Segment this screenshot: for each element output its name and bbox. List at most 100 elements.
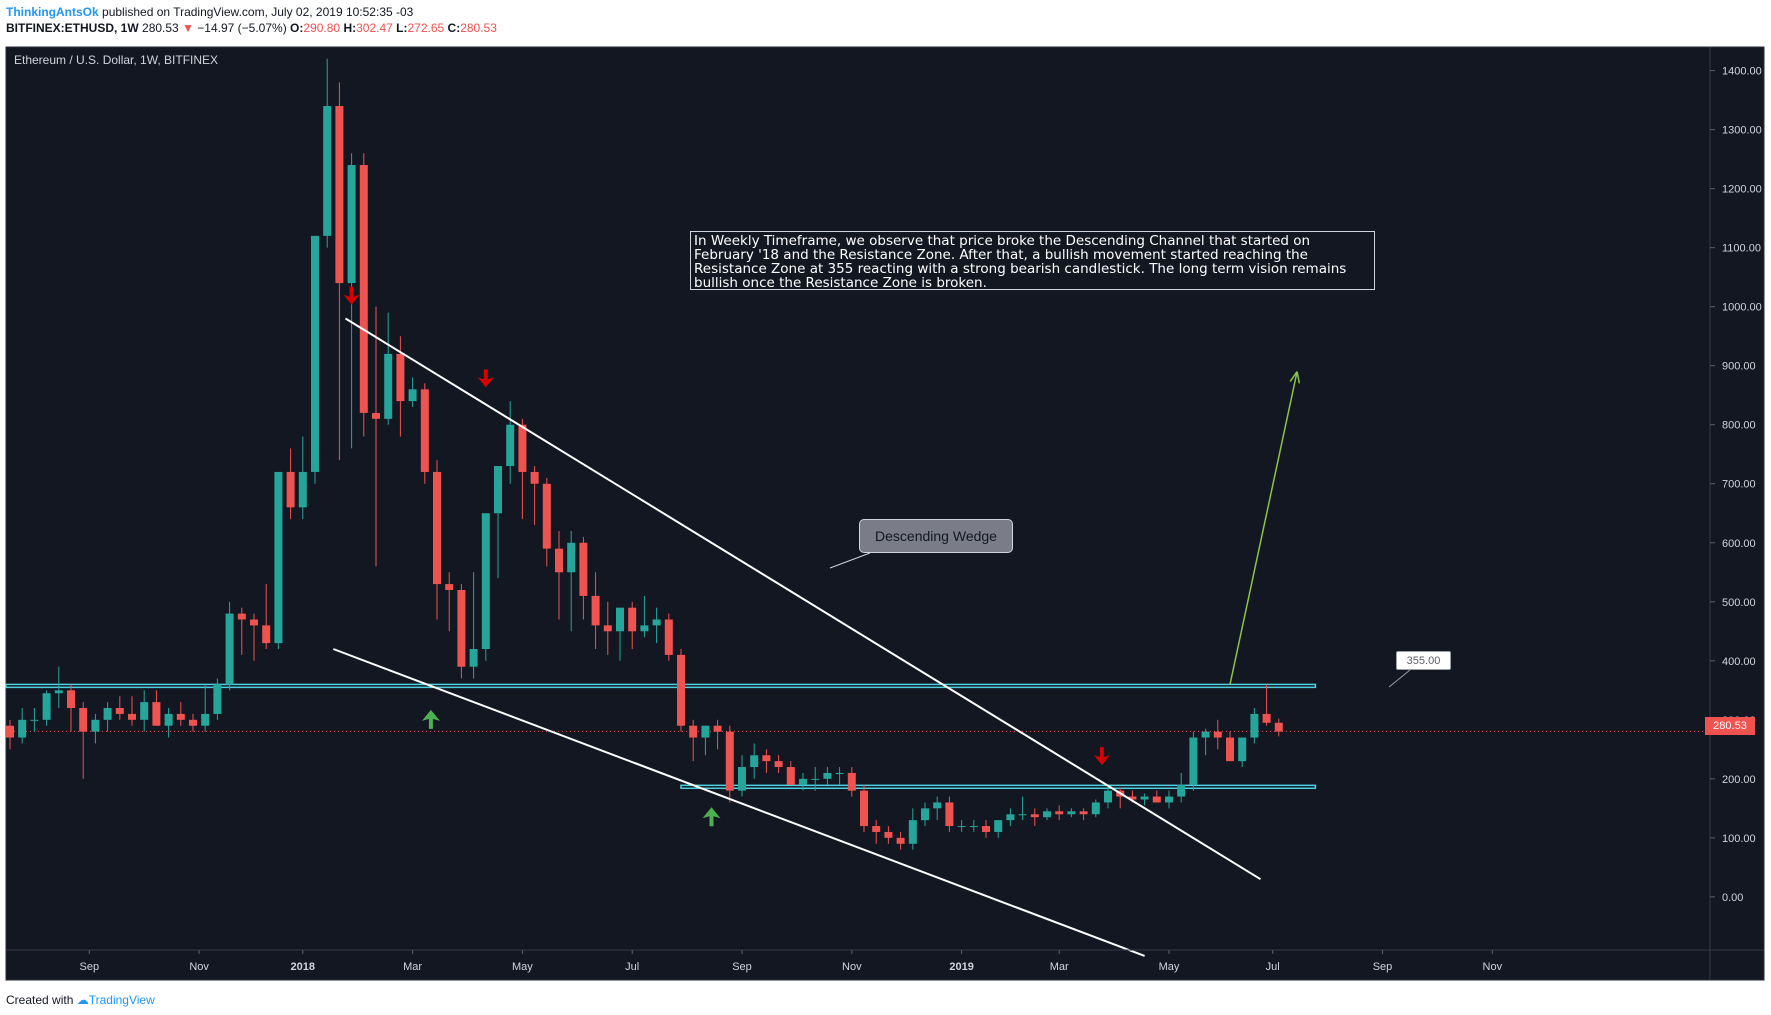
close-value: 280.53 — [460, 21, 497, 35]
candle-body — [799, 778, 807, 785]
candle-body — [689, 725, 698, 738]
candle-body — [311, 235, 319, 472]
tradingview-link[interactable]: TradingView — [88, 993, 155, 1007]
candle-body — [1043, 811, 1051, 818]
candle-body — [823, 772, 832, 779]
candle-body — [433, 471, 441, 585]
candle-body — [725, 731, 734, 791]
candle-body — [67, 690, 75, 709]
last-price: 280.53 — [142, 21, 179, 35]
candle-body — [176, 713, 185, 720]
candle-body — [1055, 811, 1064, 815]
green-up-arrow-icon — [702, 807, 721, 827]
candle-body — [908, 820, 917, 844]
candle-body — [1128, 796, 1137, 800]
candle-body — [591, 595, 600, 626]
x-tick-label: 2019 — [949, 961, 973, 973]
y-tick-label: 0.00 — [1722, 892, 1743, 904]
low-label: L: — [396, 21, 408, 35]
candle-body — [860, 790, 868, 827]
candle-body — [786, 767, 795, 785]
candle-body — [957, 826, 966, 828]
candle-body — [372, 412, 380, 419]
candle-body — [408, 389, 417, 402]
candle-body — [921, 808, 929, 821]
candle-body — [652, 619, 661, 626]
publish-text: published on TradingView.com, July 02, 2… — [102, 5, 414, 19]
y-tick-label: 100.00 — [1722, 833, 1756, 845]
candle-body — [1213, 731, 1222, 738]
x-tick-label: Jul — [625, 961, 639, 973]
candle-body — [262, 625, 271, 644]
candle-body — [664, 619, 673, 655]
candle-body — [1250, 713, 1259, 738]
analysis-note[interactable]: In Weekly Timeframe, we observe that pri… — [690, 231, 1375, 290]
symbol-info: BITFINEX:ETHUSD, 1W 280.53 ▼ −14.97 (−5.… — [6, 21, 497, 35]
candle-body — [335, 106, 344, 284]
candle-body — [250, 619, 258, 626]
descending-wedge-callout[interactable]: Descending Wedge — [859, 519, 1013, 553]
candle-body — [128, 713, 136, 720]
candle-body — [1262, 713, 1271, 723]
candle-body — [91, 719, 100, 732]
high-label: H: — [343, 21, 357, 35]
candle-body — [347, 165, 356, 284]
resistance-price-tag[interactable]: 355.00 — [1396, 651, 1451, 670]
candle-body — [286, 471, 295, 508]
y-tick-label: 600.00 — [1722, 538, 1756, 550]
candle-body — [152, 702, 161, 726]
candle-body — [481, 513, 490, 649]
y-tick-label: 200.00 — [1722, 774, 1756, 786]
y-tick-label: 1100.00 — [1722, 243, 1761, 255]
x-tick-label: Mar — [1050, 961, 1069, 973]
candle-body — [79, 708, 88, 732]
candle-body — [738, 767, 746, 791]
candle-body — [1177, 784, 1186, 797]
change-down-icon: ▼ — [182, 21, 194, 35]
publish-info: ThinkingAntsOk published on TradingView.… — [6, 5, 413, 19]
candle-body — [225, 613, 234, 685]
y-tick-label: 1300.00 — [1722, 125, 1762, 137]
price-change: −14.97 (−5.07%) — [197, 21, 287, 35]
candle-body — [1238, 737, 1247, 762]
candle-body — [945, 802, 954, 827]
candle-body — [677, 654, 685, 726]
x-tick-label: May — [512, 961, 533, 973]
red-down-arrow-icon — [343, 286, 360, 305]
candle-body — [1152, 796, 1161, 803]
candle-body — [518, 424, 527, 472]
close-label: C: — [447, 21, 461, 35]
x-tick-label: Jul — [1266, 961, 1280, 973]
red-down-arrow-icon — [1093, 747, 1110, 766]
candle-body — [628, 607, 637, 632]
chart-title: Ethereum / U.S. Dollar, 1W, BITFINEX — [14, 53, 219, 67]
candle-body — [6, 725, 14, 738]
candle-body — [189, 719, 197, 726]
candle-body — [872, 826, 881, 832]
y-tick-label: 900.00 — [1722, 361, 1756, 373]
author-link[interactable]: ThinkingAntsOk — [6, 5, 99, 19]
candle-body — [1201, 731, 1210, 738]
price-tag-pointer — [1388, 669, 1411, 688]
y-tick-label: 800.00 — [1722, 420, 1756, 432]
footer-credit: Created with ☁TradingView — [6, 993, 155, 1007]
candle-body — [542, 483, 551, 549]
candle-body — [1104, 790, 1112, 803]
candle-body — [201, 713, 210, 726]
x-tick-label: Sep — [732, 961, 752, 973]
candle-body — [994, 820, 1003, 832]
candle-body — [579, 542, 588, 596]
projection-arrow-head — [1289, 371, 1298, 382]
low-value: 272.65 — [407, 21, 445, 35]
candle-body — [103, 708, 112, 720]
candle-body — [54, 690, 63, 694]
candle-body — [933, 802, 942, 809]
candle-body — [567, 542, 576, 573]
candle-body — [494, 466, 502, 514]
y-tick-label: 500.00 — [1722, 597, 1756, 609]
candle-body — [530, 471, 539, 484]
x-tick-label: Nov — [1483, 961, 1503, 973]
created-with-text: Created with — [6, 993, 74, 1007]
tradingview-logo-icon[interactable]: ☁ — [76, 993, 89, 1007]
